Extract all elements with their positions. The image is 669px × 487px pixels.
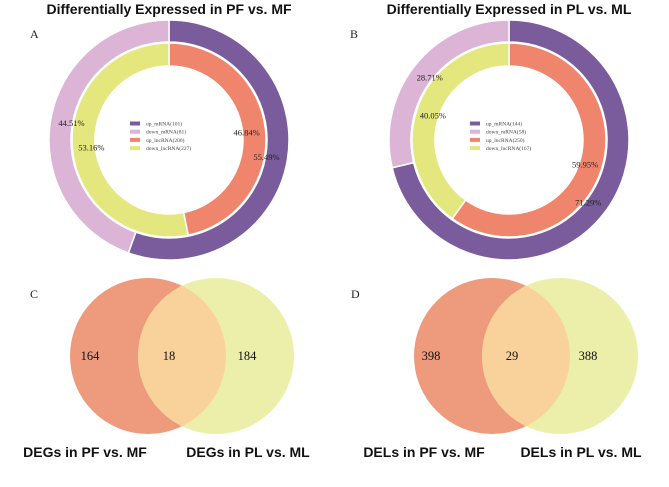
panel-b-letter: B xyxy=(350,27,358,41)
slice-label-up-lncRNA: 59.95% xyxy=(572,160,598,170)
slice-down-mRNA xyxy=(48,19,170,254)
panel-b-title: Differentially Expressed in PL vs. ML xyxy=(387,1,632,17)
slice-down-lncRNA xyxy=(71,42,190,238)
slice-label-down-mRNA: 44.51% xyxy=(58,118,84,128)
donut-b-legend: up_mRNA(144)down_mRNA(58)up_lncRNA(250)d… xyxy=(470,121,531,152)
panel-b: Differentially Expressed in PL vs. ML B … xyxy=(350,1,632,261)
venn-set-2-label: DEGs in PL vs. ML xyxy=(186,444,310,460)
legend-label: up_mRNA(144) xyxy=(486,121,522,128)
legend-swatch xyxy=(130,129,140,134)
slice-up-mRNA xyxy=(391,19,630,261)
panel-d-letter: D xyxy=(351,287,360,301)
slice-label-down-lncRNA: 40.05% xyxy=(420,110,446,120)
legend-swatch xyxy=(130,146,140,151)
slice-label-up-mRNA: 71.29% xyxy=(575,198,601,208)
slice-up-lncRNA xyxy=(451,42,607,238)
slice-down-mRNA xyxy=(388,19,510,169)
donut-a-legend: up_mRNA(101)down_mRNA(81)up_lncRNA(200)d… xyxy=(130,121,191,152)
slice-label-up-mRNA: 55.49% xyxy=(253,152,279,162)
donut-b-labels: 71.29% 28.71% 59.95% 40.05% xyxy=(417,72,602,207)
venn-overlap xyxy=(482,278,570,434)
panel-a: Differentially Expressed in PF vs. MF A … xyxy=(30,1,292,261)
panel-c-letter: C xyxy=(30,287,38,301)
donut-a-slices xyxy=(48,19,290,261)
legend-swatch xyxy=(130,137,140,142)
slice-down-lncRNA xyxy=(411,42,510,220)
venn-set-2-label: DELs in PL vs. ML xyxy=(520,444,642,460)
legend-label: down_lncRNA(167) xyxy=(486,145,531,152)
legend-label: down_lncRNA(227) xyxy=(146,145,191,152)
venn-overlap xyxy=(138,278,226,434)
legend-swatch xyxy=(470,146,480,151)
legend-label: down_mRNA(58) xyxy=(486,129,526,136)
venn-count-set-1: 164 xyxy=(81,349,101,363)
legend-label: up_mRNA(101) xyxy=(146,121,182,128)
venn-d-text: 398 29 388 DELs in PF vs. MF DELs in PL vs. … xyxy=(363,349,642,460)
slice-label-down-mRNA: 28.71% xyxy=(417,72,443,82)
legend-swatch xyxy=(470,129,480,134)
venn-set-1-label: DEGs in PF vs. MF xyxy=(23,444,147,460)
venn-count-set-1: 398 xyxy=(422,349,441,363)
legend-label: up_lncRNA(200) xyxy=(146,137,185,144)
venn-c-text: 164 18 184 DEGs in PF vs. MF DEGs in PL vs. … xyxy=(23,349,310,460)
donut-a-labels: 55.49% 44.51% 46.84% 53.16% xyxy=(58,118,279,162)
venn-c-shapes xyxy=(70,278,294,434)
slice-label-up-lncRNA: 46.84% xyxy=(234,127,260,137)
venn-count-set-2: 388 xyxy=(579,349,598,363)
legend-label: down_mRNA(81) xyxy=(146,129,186,136)
panel-a-title: Differentially Expressed in PF vs. MF xyxy=(46,1,292,17)
venn-set-1-label: DELs in PF vs. MF xyxy=(363,444,485,460)
legend-label: up_lncRNA(250) xyxy=(486,137,525,144)
venn-d-shapes xyxy=(414,278,638,434)
venn-count-overlap: 18 xyxy=(163,349,176,363)
panel-d: D 398 29 388 DELs in PF vs. MF DELs in PL vs… xyxy=(351,278,642,460)
legend-swatch xyxy=(470,121,480,126)
slice-label-down-lncRNA: 53.16% xyxy=(78,143,104,153)
legend-swatch xyxy=(470,137,480,142)
donut-b-slices xyxy=(388,19,630,261)
legend-swatch xyxy=(130,121,140,126)
panel-c: C 164 18 184 DEGs in PF vs. MF DEGs in PL vs… xyxy=(23,278,310,460)
venn-count-set-2: 184 xyxy=(238,349,258,363)
panel-a-letter: A xyxy=(30,27,39,41)
venn-count-overlap: 29 xyxy=(506,349,519,363)
